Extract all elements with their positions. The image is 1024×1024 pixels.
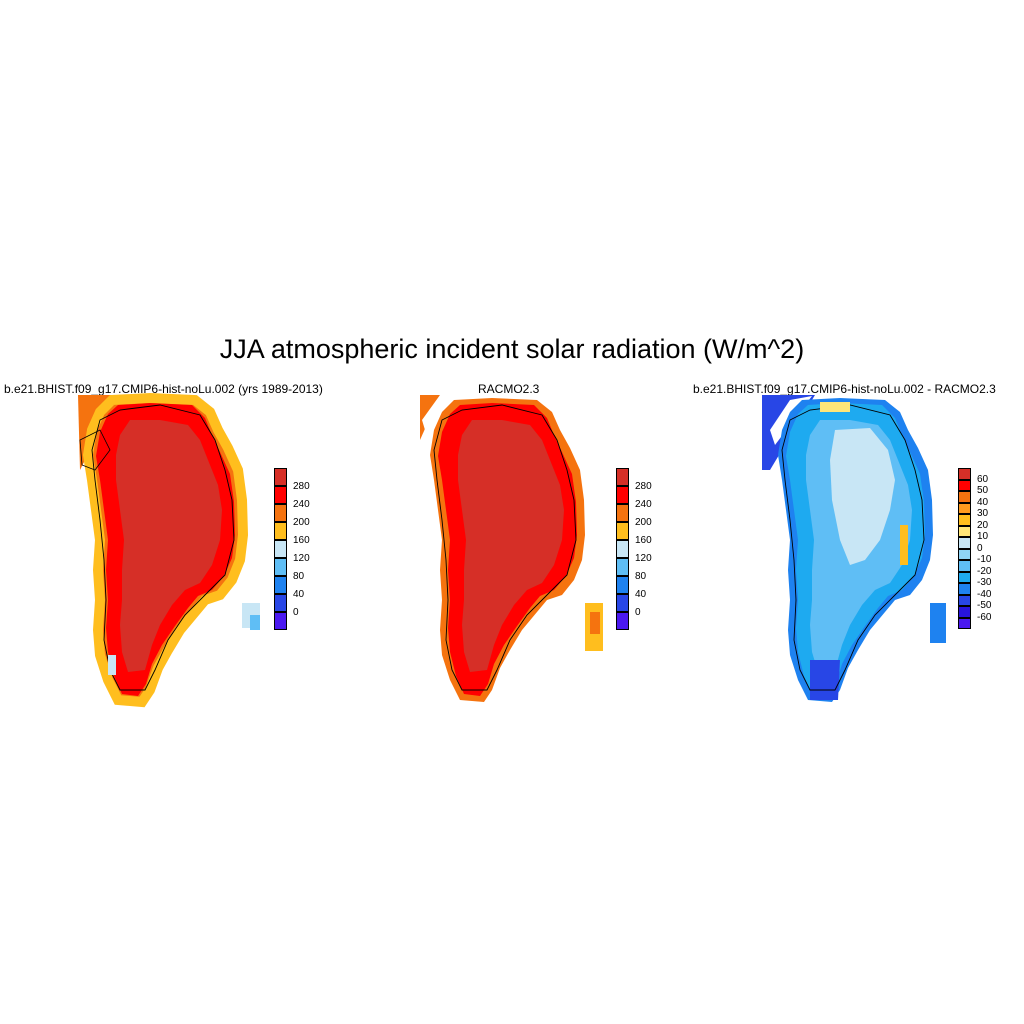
colorbar-label: -50	[977, 600, 992, 611]
colorbar-box-7	[616, 594, 629, 612]
colorbar-box-5	[274, 558, 287, 576]
map-panel-1	[78, 395, 260, 702]
colorbar-box-6	[958, 537, 971, 549]
colorbar-box-1	[616, 486, 629, 504]
map-panel-3	[762, 395, 946, 702]
colorbar-box-0	[616, 468, 629, 486]
colorbar-label: 60	[977, 473, 989, 485]
colorbar-label: 120	[293, 553, 310, 564]
colorbar-label: 20	[977, 519, 989, 531]
colorbar-label: 50	[977, 485, 989, 496]
coastline	[91, 404, 235, 691]
colorbar-box-0	[958, 468, 971, 480]
colorbar-box-1	[274, 486, 287, 504]
colorbar-box-4	[274, 540, 287, 558]
colorbar-label: 0	[977, 542, 983, 554]
colorbar-box-2	[958, 491, 971, 503]
coastline	[433, 404, 577, 691]
colorbar-label: 80	[635, 571, 647, 582]
colorbar-label: 160	[635, 535, 652, 546]
colorbar-box-13	[958, 617, 971, 629]
colorbar-label: 200	[293, 517, 310, 528]
iceland-region-high	[590, 612, 600, 634]
colorbar-label: 0	[293, 607, 299, 618]
main-title: JJA atmospheric incident solar radiation…	[219, 334, 805, 364]
colorbar-label: 80	[293, 571, 305, 582]
colorbar-label: 40	[635, 589, 647, 600]
colorbar-box-3	[616, 522, 629, 540]
colorbar-box-5	[958, 525, 971, 537]
gap-region	[422, 395, 455, 430]
colorbar-box-2	[616, 504, 629, 522]
colorbar-label: 40	[977, 496, 989, 508]
colorbar-box-6	[616, 576, 629, 594]
colorbar-label: 240	[293, 499, 310, 510]
colorbar-box-4	[958, 514, 971, 526]
north-positive-band	[820, 402, 850, 412]
coastline-islands	[79, 429, 111, 471]
colorbar-box-4	[616, 540, 629, 558]
colorbar-label: 200	[635, 517, 652, 528]
interior-light-region	[830, 428, 895, 565]
south-low-region	[810, 660, 840, 700]
iceland-region	[930, 603, 946, 643]
south-tip-region	[108, 655, 116, 675]
colorbar-label: -60	[977, 611, 992, 623]
colorbar-label: -30	[977, 577, 992, 588]
colorbar-label: 0	[635, 607, 641, 618]
coastline	[781, 404, 925, 691]
map-panel-2	[420, 395, 603, 702]
colorbar-box-3	[958, 502, 971, 514]
colorbar-label: -10	[977, 554, 992, 565]
colorbar-box-7	[958, 548, 971, 560]
colorbar-label: 280	[635, 481, 652, 492]
colorbar-box-6	[274, 576, 287, 594]
colorbar-box-11	[958, 594, 971, 606]
colorbar-box-7	[274, 594, 287, 612]
colorbar-box-2	[274, 504, 287, 522]
colorbar-box-8	[958, 560, 971, 572]
iceland-region-low	[250, 615, 260, 630]
panel-title-model: b.e21.BHIST.f09_g17.CMIP6-hist-noLu.002 …	[4, 382, 323, 396]
panel-title-difference: b.e21.BHIST.f09_g17.CMIP6-hist-noLu.002 …	[693, 382, 996, 396]
colorbar-box-10	[958, 583, 971, 595]
colorbar-label: 280	[293, 481, 310, 492]
colorbar-box-5	[616, 558, 629, 576]
colorbar-label: -20	[977, 565, 992, 577]
colorbar-label: 160	[293, 535, 310, 546]
colorbar-label: -40	[977, 588, 992, 600]
colorbar-label: 10	[977, 531, 989, 542]
colorbar-box-12	[958, 606, 971, 618]
colorbar-label: 30	[977, 508, 989, 519]
colorbar-box-3	[274, 522, 287, 540]
colorbar-label: 240	[635, 499, 652, 510]
colorbar-box-1	[958, 479, 971, 491]
colorbar-box-8	[274, 612, 287, 630]
colorbar-box-9	[958, 571, 971, 583]
colorbar-box-0	[274, 468, 287, 486]
east-positive-band	[900, 525, 908, 565]
colorbar-label: 40	[293, 589, 305, 600]
colorbar-label: 120	[635, 553, 652, 564]
colorbar-box-8	[616, 612, 629, 630]
panel-title-racmo: RACMO2.3	[478, 382, 540, 396]
